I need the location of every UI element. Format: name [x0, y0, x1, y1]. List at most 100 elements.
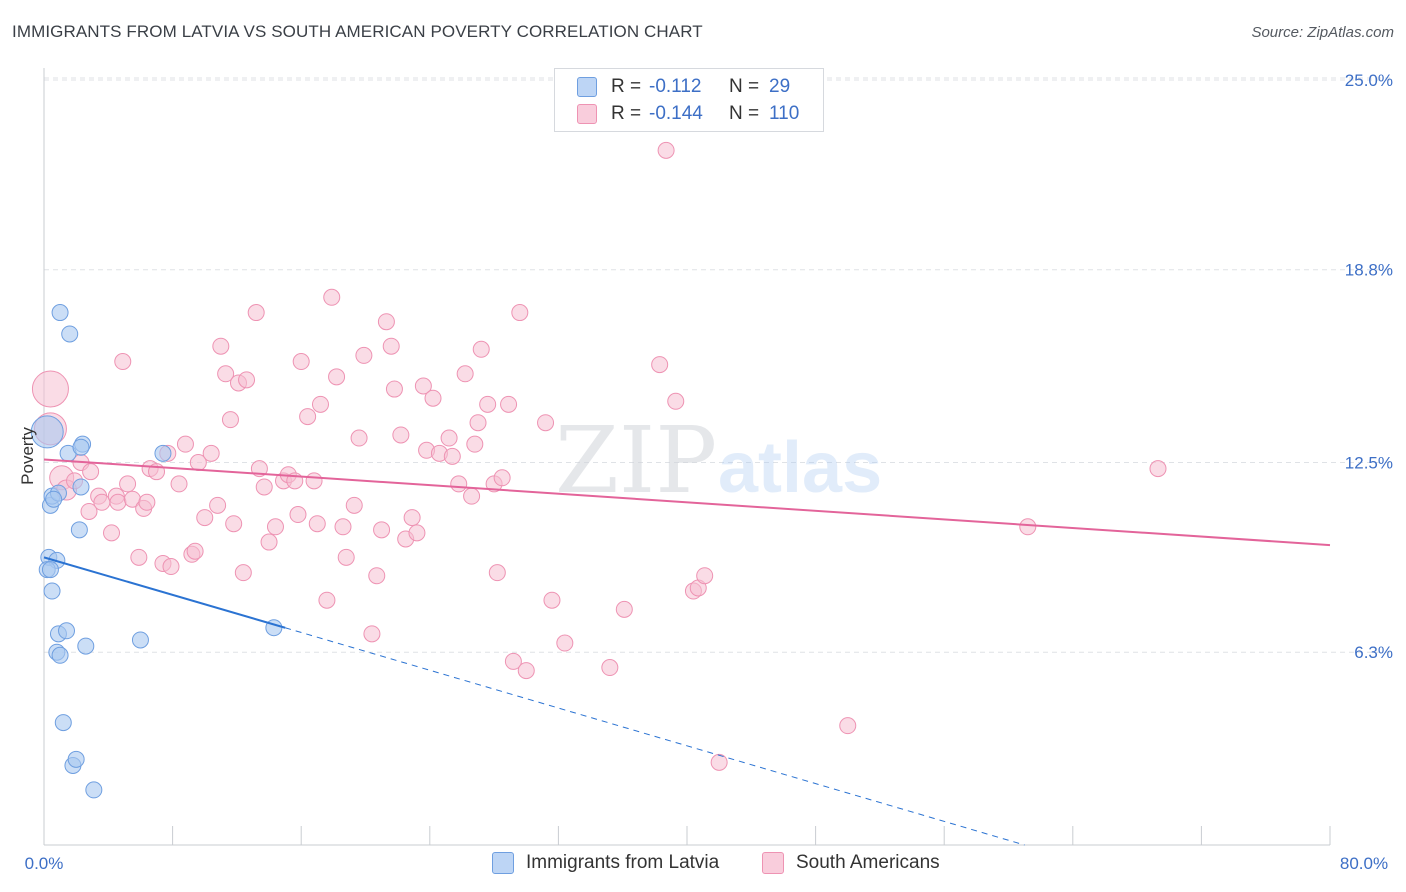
legend-n-label: N =	[729, 103, 760, 124]
data-point-south-americans	[657, 141, 675, 159]
series-legend-latvia: Immigrants from Latvia	[492, 852, 719, 874]
legend-n-label: N =	[729, 76, 760, 97]
data-point-south-americans	[234, 564, 252, 582]
data-point-south-americans	[472, 340, 490, 358]
data-point-south-americans	[225, 515, 243, 533]
series-legend-label-latvia: Immigrants from Latvia	[526, 852, 720, 873]
data-point-south-americans	[196, 509, 214, 527]
data-point-south-americans	[517, 662, 535, 680]
data-point-south-americans	[119, 475, 137, 493]
data-point-south-americans	[710, 753, 728, 771]
data-point-latvia	[30, 415, 64, 449]
data-point-latvia	[67, 750, 85, 768]
data-point-south-americans	[382, 337, 400, 355]
data-point-south-americans	[170, 475, 188, 493]
data-point-latvia	[72, 478, 90, 496]
data-point-south-americans	[543, 591, 561, 609]
data-point-latvia	[58, 622, 76, 640]
series-legend-swatch-south-americans	[762, 852, 784, 874]
data-point-latvia	[85, 781, 103, 799]
data-point-south-americans	[443, 447, 461, 465]
data-point-south-americans	[1019, 518, 1037, 536]
y-tick-label: 12.5%	[1345, 454, 1393, 473]
data-point-south-americans	[500, 395, 518, 413]
x-tick-label: 80.0%	[1340, 854, 1388, 873]
y-axis-label: Poverty	[18, 427, 37, 485]
data-point-south-americans	[318, 591, 336, 609]
legend-n-value: 29	[769, 76, 791, 97]
data-point-south-americans	[839, 717, 857, 735]
trend-line-south-americans	[43, 458, 1331, 547]
legend-swatch-south-americans	[577, 104, 597, 124]
data-point-latvia	[72, 438, 90, 456]
data-point-latvia	[45, 490, 63, 508]
data-point-south-americans	[209, 496, 227, 514]
data-point-south-americans	[247, 304, 265, 322]
data-point-south-americans	[440, 429, 458, 447]
series-legend-south-americans: South Americans	[762, 852, 940, 874]
axis-labels: 6.3% 12.5% 18.8% 25.0% 0.0% 80.0% Poverty	[18, 71, 1393, 873]
data-point-south-americans	[355, 346, 373, 364]
chart-source: Source: ZipAtlas.com	[1251, 24, 1394, 41]
data-point-south-americans	[305, 472, 323, 490]
data-point-south-americans	[217, 365, 235, 383]
series-legend: Immigrants from Latvia South Americans	[0, 852, 1406, 878]
data-point-south-americans	[463, 487, 481, 505]
trend-line-latvia-extension	[284, 627, 1025, 846]
data-point-south-americans	[350, 429, 368, 447]
legend-swatch-latvia	[577, 77, 597, 97]
data-point-latvia	[131, 631, 149, 649]
data-point-south-americans	[334, 518, 352, 536]
legend-r-value: -0.112	[649, 76, 702, 97]
x-tick-label: 0.0%	[25, 854, 64, 873]
data-point-south-americans	[221, 411, 239, 429]
data-point-south-americans	[493, 469, 511, 487]
data-point-south-americans	[450, 475, 468, 493]
data-point-latvia	[43, 582, 61, 600]
data-point-south-americans	[93, 493, 111, 511]
y-tick-label: 6.3%	[1354, 643, 1393, 662]
y-tick-label: 18.8%	[1345, 261, 1393, 280]
data-point-south-americans	[696, 567, 714, 585]
series-legend-swatch-latvia	[492, 852, 514, 874]
data-point-latvia	[70, 521, 88, 539]
data-point-south-americans	[103, 524, 121, 542]
data-point-south-americans	[466, 435, 484, 453]
data-point-latvia	[61, 325, 79, 343]
data-point-south-americans	[109, 493, 127, 511]
data-point-south-americans	[368, 567, 386, 585]
data-point-south-americans	[363, 625, 381, 643]
data-point-south-americans	[479, 395, 497, 413]
data-point-south-americans	[138, 493, 156, 511]
data-point-south-americans	[651, 356, 669, 374]
data-point-south-americans	[469, 414, 487, 432]
data-point-south-americans	[414, 377, 432, 395]
data-point-latvia	[41, 561, 59, 579]
legend-r-label: R =	[611, 76, 642, 97]
data-point-latvia	[54, 714, 72, 732]
data-point-south-americans	[308, 515, 326, 533]
data-point-south-americans	[456, 365, 474, 383]
legend-row-latvia: R = -0.112 N = 29	[577, 75, 790, 99]
data-point-south-americans	[162, 558, 180, 576]
data-point-south-americans	[408, 524, 426, 542]
data-point-south-americans	[260, 533, 278, 551]
data-point-south-americans	[82, 463, 100, 481]
data-point-south-americans	[385, 380, 403, 398]
axes	[43, 68, 1331, 846]
watermark: ZIP atlas	[555, 407, 882, 514]
data-point-latvia	[51, 304, 69, 322]
data-point-south-americans	[80, 502, 98, 520]
data-point-south-americans	[488, 564, 506, 582]
legend-r-value: -0.144	[649, 103, 703, 124]
data-point-south-americans	[323, 288, 341, 306]
trend-line-latvia	[43, 556, 286, 629]
chart-title: IMMIGRANTS FROM LATVIA VS SOUTH AMERICAN…	[12, 22, 703, 41]
data-point-south-americans	[311, 395, 329, 413]
data-point-south-americans	[373, 521, 391, 539]
data-point-south-americans	[114, 353, 132, 371]
data-point-south-americans	[337, 548, 355, 566]
data-point-south-americans	[504, 652, 522, 670]
legend-row-south-americans: R = -0.144 N = 110	[577, 102, 799, 126]
